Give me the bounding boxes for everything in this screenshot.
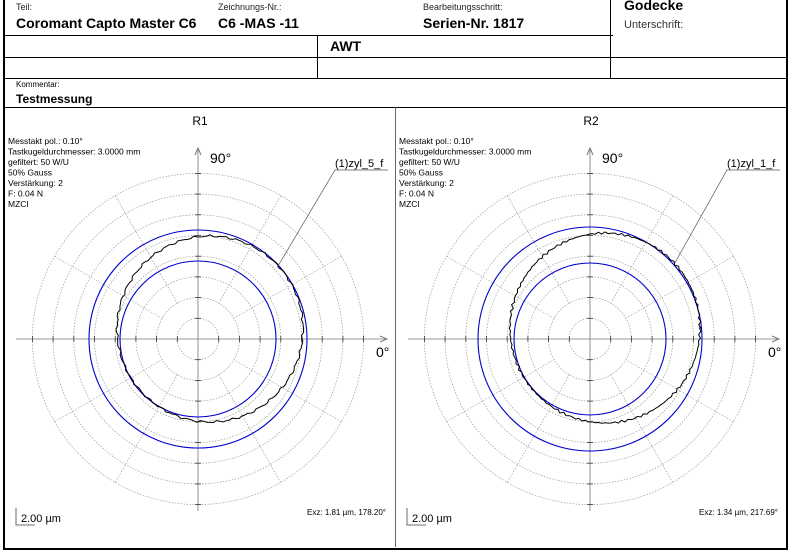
schritt-label: Bearbeitungsschritt: <box>423 2 503 12</box>
angle-label-90: 90° <box>602 150 623 166</box>
chart-title: R1 <box>192 114 208 128</box>
awt-value: AWT <box>330 38 362 54</box>
divider <box>610 0 611 78</box>
report-frame <box>3 0 788 550</box>
divider <box>3 57 786 58</box>
info-line: Messtakt pol.: 0.10° <box>8 136 83 146</box>
divider <box>3 107 786 108</box>
info-line: Messtakt pol.: 0.10° <box>399 136 474 146</box>
outer-reference-circle <box>88 229 308 449</box>
kommentar-value: Testmessung <box>16 92 93 106</box>
polar-panel-r1: R1 Messtakt pol.: 0.10° Tastkugeldurchmess… <box>5 108 395 546</box>
info-line: 50% Gauss <box>8 168 52 178</box>
angle-label-90: 90° <box>210 150 231 166</box>
eccentricity-label: Exz: 1.34 µm, 217.69° <box>699 508 778 517</box>
y-axis-arrow <box>194 146 202 156</box>
info-line: F: 0.04 N <box>8 189 43 199</box>
unterschrift-label: Unterschrift: <box>624 19 684 31</box>
polar-chart: R1 Messtakt pol.: 0.10°Tastkugeldurchmess… <box>8 114 389 526</box>
teil-label: Teil: <box>16 2 33 12</box>
info-line: gefiltert: 50 W/U <box>8 157 69 167</box>
y-axis-arrow <box>586 146 594 156</box>
angle-label-0: 0° <box>768 344 781 360</box>
eccentricity-label: Exz: 1.81 µm, 178.20° <box>307 508 386 517</box>
divider <box>3 78 786 79</box>
scale-label: 2.00 µm <box>412 513 452 525</box>
info-line: 50% Gauss <box>399 168 443 178</box>
inner-reference-circle <box>513 262 667 416</box>
info-line: Verstärkung: 2 <box>8 178 63 188</box>
measured-profile <box>115 234 305 424</box>
leader-line <box>277 169 388 266</box>
teil-value: Coromant Capto Master C6 <box>16 15 197 31</box>
x-axis-arrow <box>771 335 781 343</box>
angle-label-0: 0° <box>376 344 389 360</box>
info-line: gefiltert: 50 W/U <box>399 157 460 167</box>
divider <box>395 107 396 547</box>
info-line: F: 0.04 N <box>399 189 434 199</box>
measured-profile <box>508 231 702 424</box>
info-line: MZCI <box>399 199 420 209</box>
polar-panel-r2: R2 Messtakt pol.: 0.10° Tastkugeldurchmess… <box>396 108 784 546</box>
series-label: (1)zyl_1_f <box>727 158 776 170</box>
x-axis-arrow <box>379 335 389 343</box>
chart-title: R2 <box>583 114 599 128</box>
schritt-value: Serien-Nr. 1817 <box>423 15 525 31</box>
leader-line <box>674 169 780 264</box>
scale-bar <box>15 508 35 526</box>
info-line: Tastkugeldurchmesser: 3.0000 mm <box>399 147 531 157</box>
scale-bar <box>406 508 426 526</box>
inspector-name: Godecke <box>624 0 684 13</box>
divider <box>3 35 613 36</box>
kommentar-label: Kommentar: <box>16 80 60 89</box>
info-line: MZCI <box>8 199 29 209</box>
zeichnung-label: Zeichnungs-Nr.: <box>218 2 282 12</box>
series-label: (1)zyl_5_f <box>335 158 384 170</box>
divider <box>317 35 318 78</box>
info-line: Tastkugeldurchmesser: 3.0000 mm <box>8 147 140 157</box>
info-line: Verstärkung: 2 <box>399 178 454 188</box>
outer-reference-circle <box>477 226 703 452</box>
zeichnung-value: C6 -MAS -11 <box>218 15 299 31</box>
inner-reference-circle <box>119 260 277 418</box>
scale-label: 2.00 µm <box>21 513 61 525</box>
polar-chart: R2 Messtakt pol.: 0.10°Tastkugeldurchmess… <box>399 114 781 526</box>
